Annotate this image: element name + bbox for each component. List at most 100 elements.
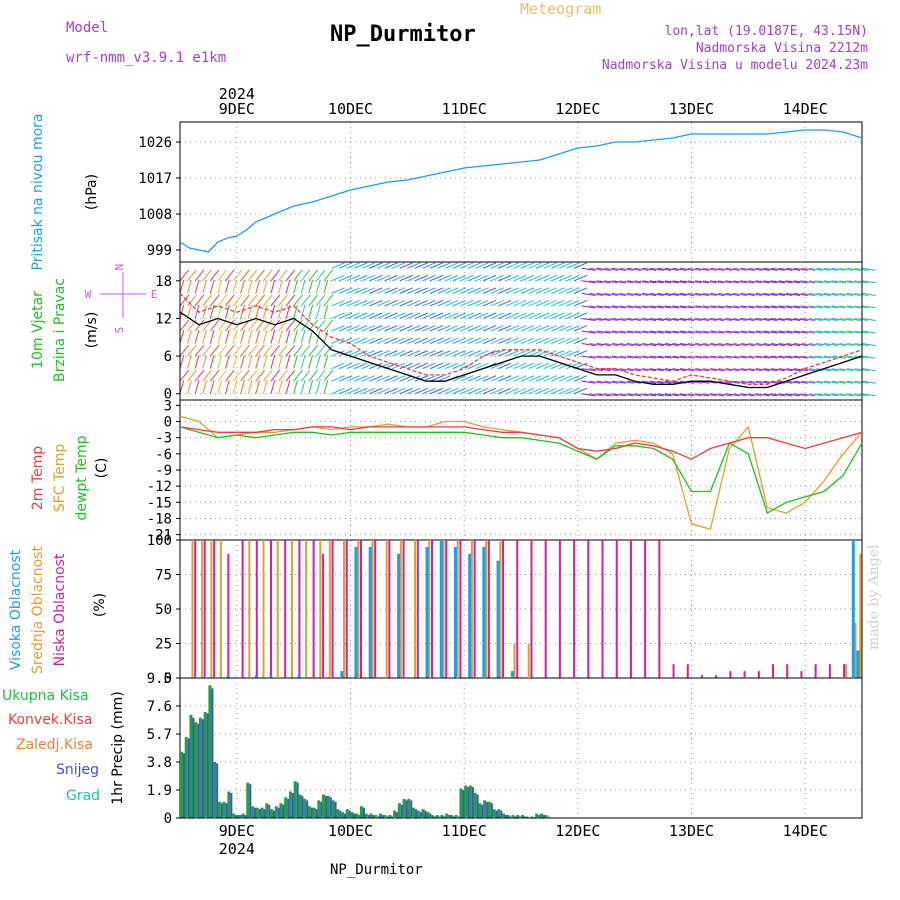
wind-arrow <box>687 267 702 271</box>
wind-arrow <box>733 343 748 347</box>
wind-arrow <box>778 380 793 384</box>
wind-arrow <box>604 343 619 347</box>
wind-arrow <box>596 355 611 359</box>
wind-arrow <box>225 369 235 382</box>
wind-arrow <box>247 279 253 294</box>
precip-total-bar <box>341 812 345 818</box>
wind-arrow <box>528 375 542 382</box>
precip-snow-bar <box>381 815 384 818</box>
wind-arrow <box>808 317 823 322</box>
wind-arrow <box>566 337 580 345</box>
wind-arrow <box>369 387 383 395</box>
wind-arrow <box>763 330 778 334</box>
wind-arrow <box>535 362 550 370</box>
wind-arrow <box>793 380 808 384</box>
sfc-temp-line <box>179 415 863 531</box>
wind-arrow <box>452 287 466 294</box>
wind-arrow <box>354 362 368 370</box>
wind-arrow <box>270 279 276 294</box>
wind-arrow <box>581 267 596 271</box>
wind-arrow <box>513 299 527 307</box>
precip-total-bar <box>274 806 278 818</box>
compass-e: E <box>151 288 158 301</box>
wind-arrow <box>414 362 429 370</box>
wind-arrow <box>649 317 664 322</box>
wind-arrow <box>187 269 197 282</box>
wind-arrow <box>187 380 192 394</box>
precip-total-bar <box>279 803 283 818</box>
wind-arrow <box>657 380 672 384</box>
wind-arrow <box>801 380 816 384</box>
precip-total-bar <box>241 813 245 818</box>
meteogram-label: Meteogram <box>520 0 602 18</box>
wind-arrow <box>202 380 207 394</box>
wind-arrow <box>573 387 588 395</box>
wind-arrow <box>354 387 368 395</box>
wind-arrow <box>680 267 695 271</box>
wind-arrow <box>733 380 748 384</box>
wind-arrow <box>581 330 596 334</box>
y-tick-label: 75 <box>155 568 172 584</box>
wind-arrow <box>399 325 413 332</box>
wind-arrow <box>316 344 326 357</box>
precip-total-bar <box>459 788 463 818</box>
wind-arrow <box>445 287 459 294</box>
y-tick-label: -6 <box>155 447 172 463</box>
wind-arrow <box>369 287 383 294</box>
wind-arrow <box>763 317 778 322</box>
wind-arrow <box>240 329 245 344</box>
wind-arrow <box>225 319 235 332</box>
wind-arrow <box>627 355 642 359</box>
wind-arrow <box>475 387 489 395</box>
wind-arrow <box>315 380 321 394</box>
wind-arrow <box>573 325 588 332</box>
wind-arrow <box>240 279 245 294</box>
wind-arrow <box>452 387 466 395</box>
wind-arrow <box>824 380 839 384</box>
cloud-label-low: Niska Oblacnost <box>52 553 68 666</box>
wind-arrow <box>187 304 192 319</box>
wind-arrow <box>354 350 368 357</box>
wind-arrow <box>535 262 550 269</box>
cloud-low-bar <box>786 664 789 678</box>
wind-arrow <box>376 337 391 345</box>
wind-arrow <box>748 393 763 397</box>
wind-arrow <box>194 329 200 344</box>
wind-arrow <box>293 355 298 369</box>
wind-arrow <box>240 344 250 357</box>
wind-arrow <box>824 280 839 284</box>
wind-arrow <box>179 304 185 319</box>
wind-arrow <box>346 387 360 395</box>
wind-arrow <box>733 368 748 372</box>
wind-arrow <box>702 393 717 397</box>
wind-arrow <box>581 305 596 309</box>
precip-snow-bar <box>362 807 365 818</box>
wind-arrow <box>202 269 212 282</box>
wind-arrow <box>384 274 398 282</box>
wind-arrow <box>717 317 732 322</box>
wind-arrow <box>262 380 268 394</box>
precip-snow-bar <box>315 809 318 818</box>
wind-arrow <box>839 393 854 397</box>
wind-arrow <box>558 262 572 269</box>
wind-arrow <box>422 362 436 370</box>
wind-arrow <box>217 294 227 307</box>
wind-arrow <box>262 319 273 332</box>
wind-arrow <box>338 375 353 382</box>
wind-arrow <box>755 317 770 322</box>
wind-arrow <box>209 329 215 344</box>
wind-arrow <box>270 294 281 307</box>
wind-arrow <box>680 368 695 372</box>
wind-arrow <box>247 369 258 382</box>
wind-arrow <box>627 330 642 334</box>
cloud-mid-bar <box>305 540 308 678</box>
wind-arrow <box>740 305 755 309</box>
precip-total-bar <box>364 813 368 818</box>
wind-arrow <box>604 368 619 372</box>
wind-arrow <box>354 274 368 282</box>
precip-snow-bar <box>538 815 541 818</box>
wind-arrow <box>733 305 748 309</box>
wind-arrow <box>460 337 474 345</box>
wind-arrow <box>361 312 375 319</box>
wind-arrow <box>854 368 869 372</box>
